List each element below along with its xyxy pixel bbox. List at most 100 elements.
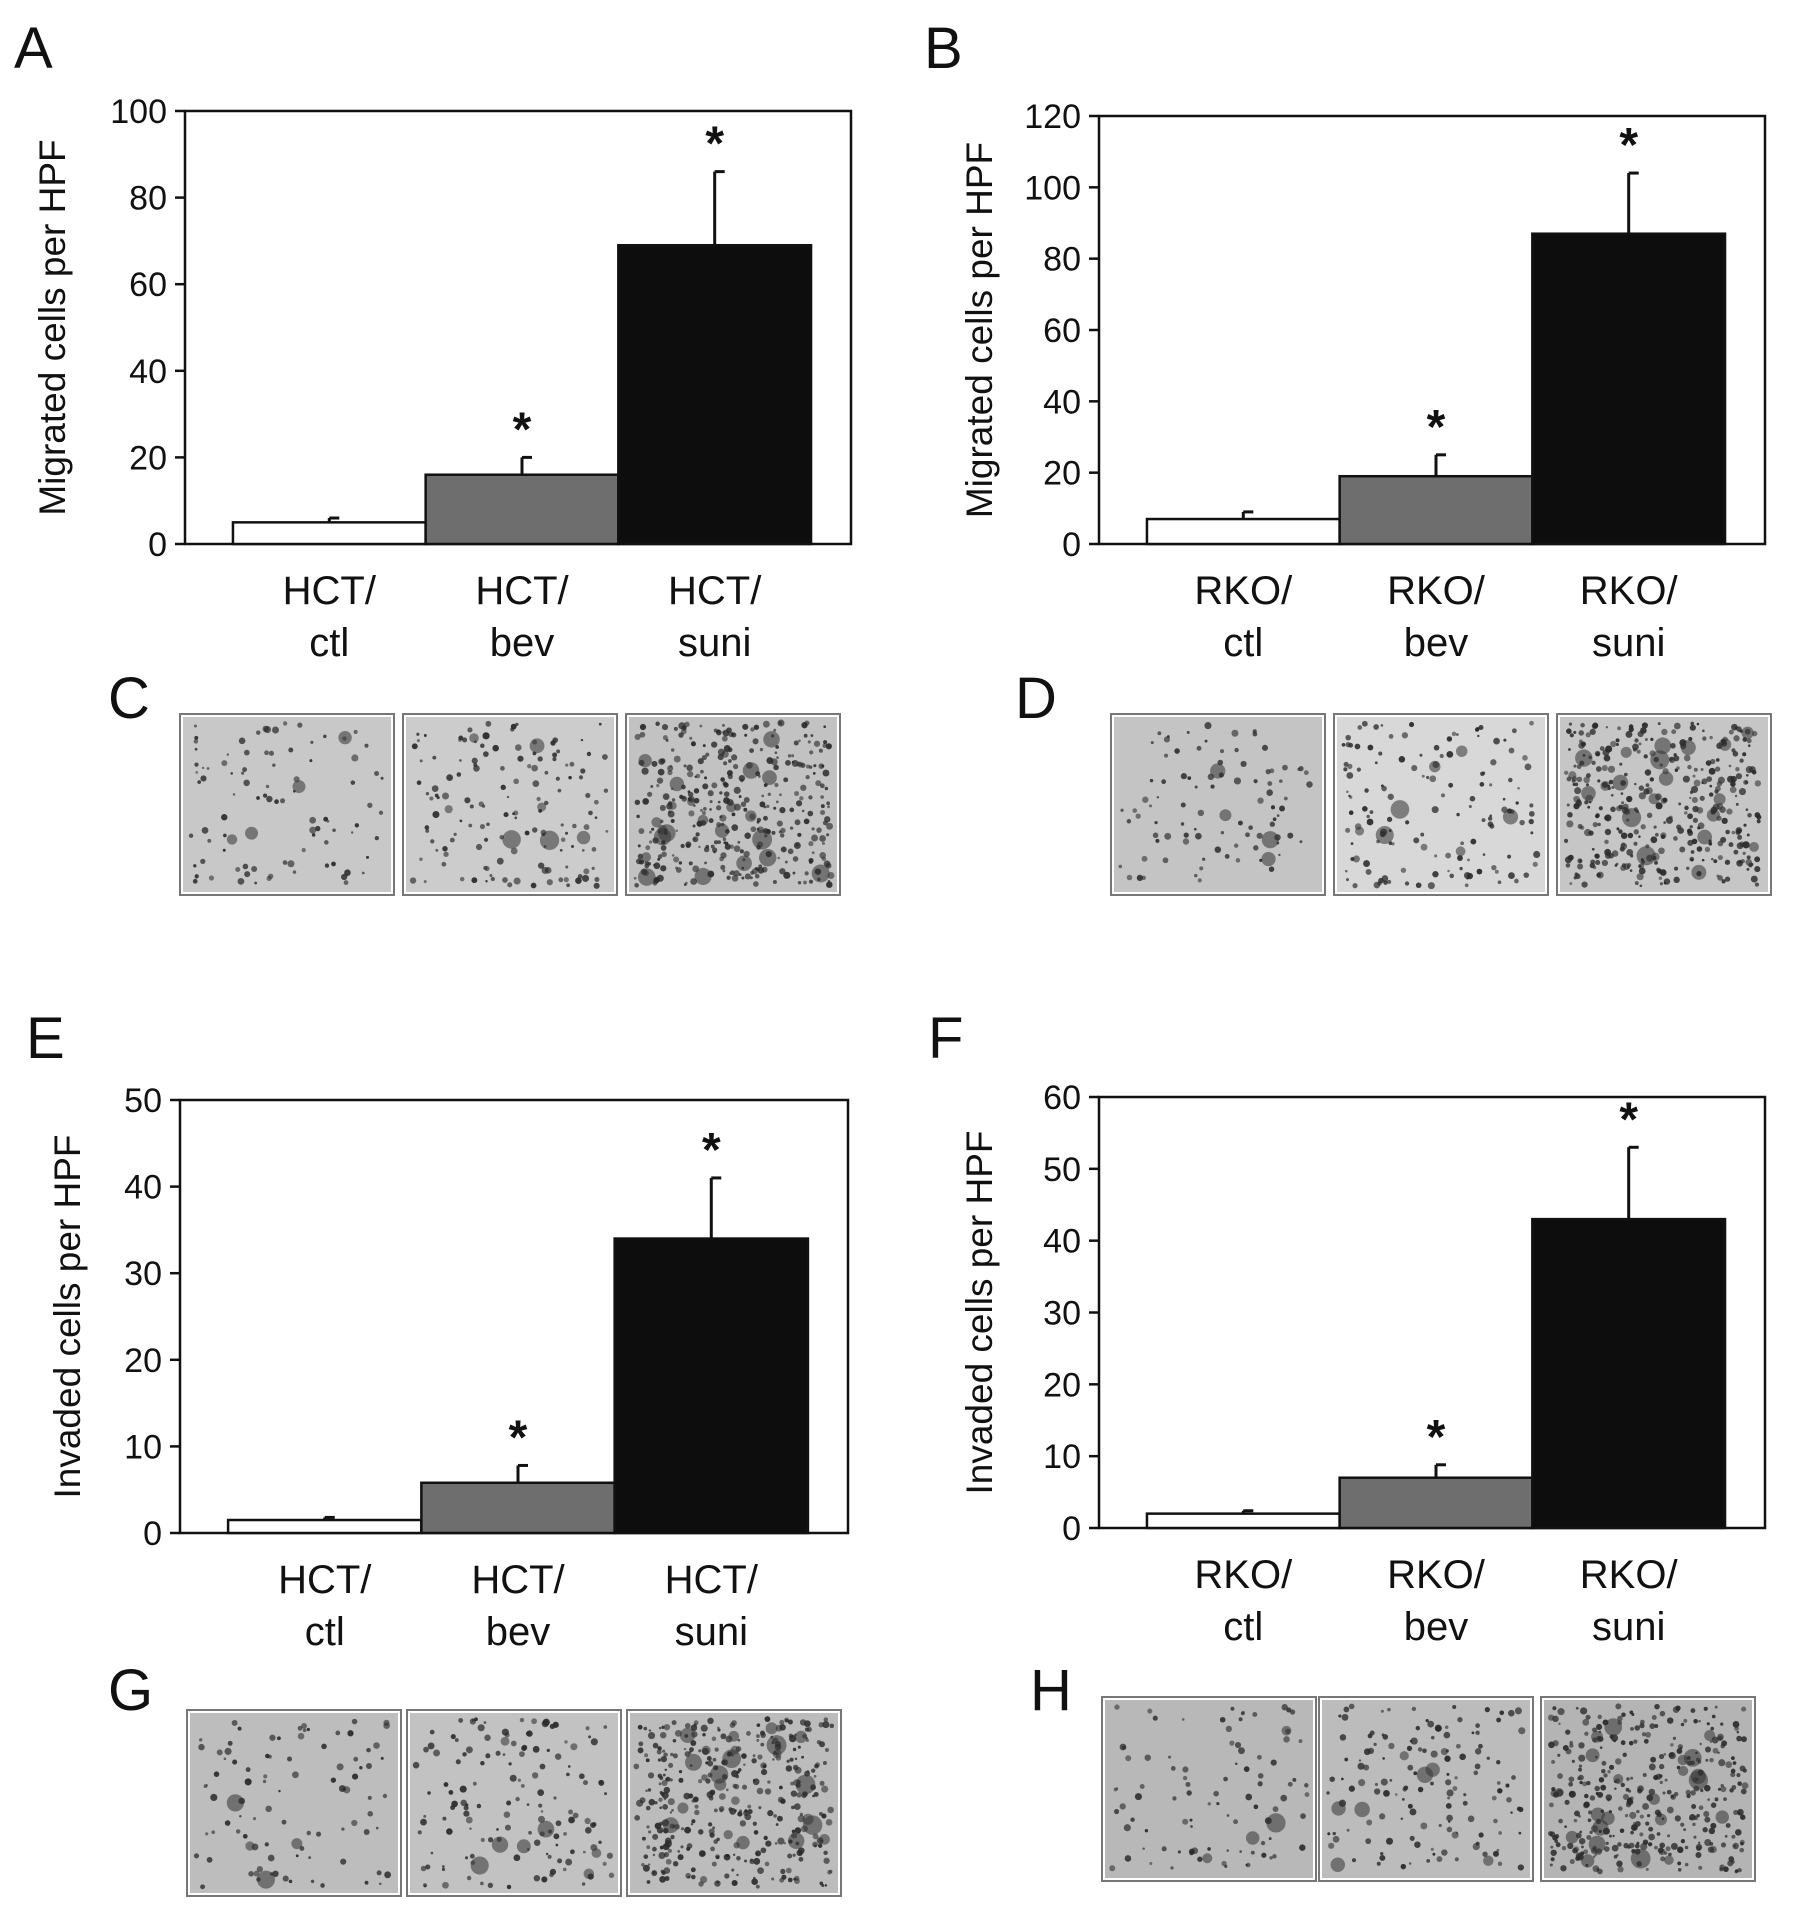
cell-dot (1328, 1842, 1335, 1849)
cell-cluster (1678, 1765, 1689, 1776)
cell-dot (1668, 1751, 1676, 1760)
cell-dot (646, 1825, 650, 1829)
cell-dot (726, 875, 731, 880)
cell-cluster (537, 802, 547, 812)
panel-letter-e: E (26, 1006, 65, 1071)
cell-dot (1511, 728, 1517, 734)
cell-dot (819, 1741, 825, 1748)
cell-dot (1692, 805, 1699, 813)
cell-dot (1565, 863, 1571, 868)
cell-dot (1595, 813, 1600, 818)
cell-dot (773, 806, 777, 810)
cell-dot (1164, 753, 1169, 758)
cell-dot (1190, 1825, 1193, 1828)
cell-dot (1649, 777, 1654, 782)
cell-dot (1701, 778, 1708, 785)
y-tick-label: 20 (1043, 1366, 1081, 1404)
cell-dot (530, 882, 537, 889)
cell-dot (1717, 1751, 1720, 1755)
cell-dot (1580, 1851, 1585, 1856)
cell-dot (1256, 832, 1263, 839)
cell-dot (719, 815, 723, 819)
cell-dot (1557, 1753, 1561, 1757)
cell-dot (792, 1747, 797, 1752)
cell-dot (222, 848, 226, 852)
cell-cluster (811, 864, 830, 883)
cell-dot (1568, 748, 1571, 751)
cell-dot (363, 1829, 370, 1835)
cell-dot (1494, 869, 1499, 874)
cell-dot (751, 1758, 757, 1764)
cell-dot (1617, 726, 1622, 731)
cell-dot (752, 1754, 756, 1758)
cell-dot (1410, 1737, 1418, 1745)
cell-dot (537, 756, 543, 762)
cell-dot (572, 1812, 579, 1819)
cell-dot (732, 1853, 736, 1856)
cell-dot (717, 1728, 721, 1732)
cell-dot (1253, 1804, 1259, 1810)
cell-dot (1604, 828, 1612, 836)
cell-dot (1673, 722, 1681, 730)
cell-dot (1345, 878, 1349, 882)
cell-cluster (745, 810, 757, 822)
cell-cluster (470, 1856, 489, 1875)
cell-dot (1376, 1861, 1381, 1866)
cell-dot (1161, 779, 1167, 785)
cell-dot (1300, 1813, 1306, 1820)
cell-dot (678, 722, 686, 730)
cell-dot (1574, 782, 1579, 787)
cell-dot (1400, 1817, 1404, 1820)
cell-dot (1704, 846, 1711, 853)
cell-dot (789, 1757, 794, 1762)
cell-dot (1710, 1726, 1715, 1731)
cell-dot (1712, 1747, 1719, 1754)
cell-dot (1379, 1813, 1386, 1820)
cell-dot (1628, 726, 1634, 733)
cell-dot (644, 861, 649, 866)
cell-dot (756, 1787, 764, 1795)
cell-cluster (1261, 831, 1279, 849)
cell-dot (1434, 1724, 1442, 1732)
cell-dot (722, 869, 726, 873)
cell-dot (1715, 758, 1720, 762)
cell-dot (513, 877, 521, 885)
cell-dot (462, 1752, 467, 1757)
cell-dot (774, 782, 779, 788)
cell-cluster (1715, 1810, 1729, 1824)
cell-dot (1704, 1816, 1711, 1823)
cell-cluster (1658, 771, 1674, 786)
cell-dot (507, 882, 513, 888)
cell-dot (1268, 866, 1275, 872)
cell-dot (1741, 1782, 1749, 1790)
cell-dot (687, 791, 694, 798)
cell-dot (221, 760, 228, 767)
cell-dot (1180, 822, 1185, 826)
cell-cluster (766, 1735, 787, 1756)
cell-dot (1256, 1754, 1262, 1760)
cell-dot (565, 1858, 573, 1866)
cell-dot (1597, 822, 1601, 827)
cell-cluster (1591, 1730, 1603, 1743)
significance-star: * (702, 1124, 721, 1177)
y-tick-label: 100 (110, 93, 167, 131)
cell-dot (672, 1861, 679, 1867)
cell-dot (1220, 830, 1225, 835)
cell-dot (1411, 764, 1418, 772)
cell-dot (1615, 1703, 1622, 1710)
cell-dot (1120, 808, 1124, 812)
cell-dot (1351, 1858, 1357, 1863)
cell-dot (710, 1846, 715, 1852)
cell-dot (194, 874, 199, 879)
cell-dot (811, 1768, 816, 1773)
cell-dot (1189, 1818, 1193, 1822)
cell-dot (693, 788, 700, 794)
cell-dot (514, 816, 518, 820)
cell-dot (1245, 1793, 1253, 1801)
cell-dot (1603, 1846, 1610, 1852)
cell-dot (1555, 1842, 1561, 1848)
cell-dot (1564, 1825, 1567, 1829)
cell-dot (1388, 734, 1394, 739)
cell-dot (702, 1733, 706, 1737)
cell-dot (1747, 812, 1752, 818)
